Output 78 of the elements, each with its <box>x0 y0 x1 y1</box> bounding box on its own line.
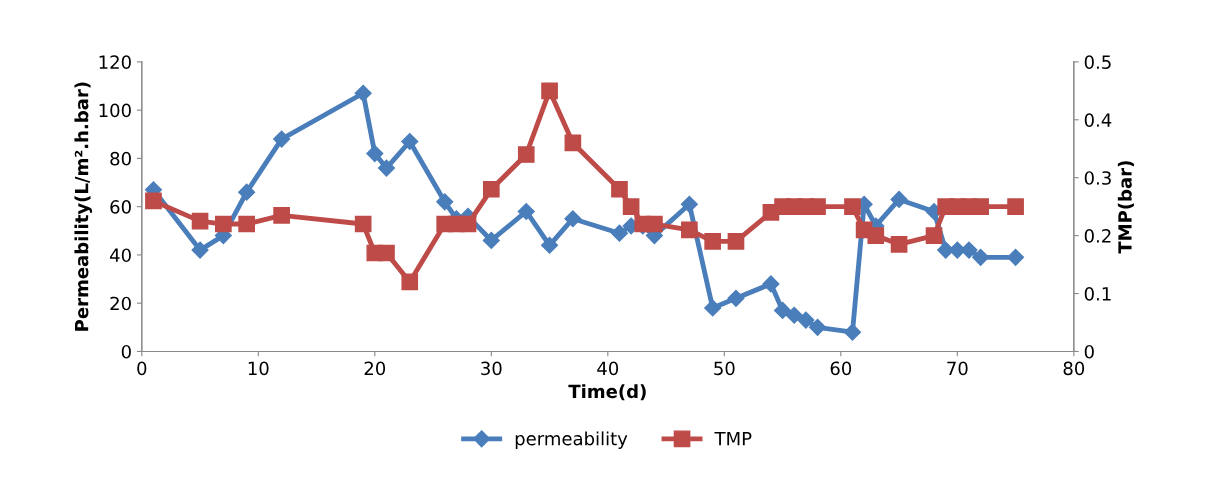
point <box>774 301 792 319</box>
point <box>273 130 291 148</box>
legend-label: TMP <box>714 431 752 446</box>
point <box>704 299 722 317</box>
point <box>273 207 290 224</box>
y-tick-label: 0 <box>121 344 131 359</box>
y2-tick-label: 0.4 <box>1084 113 1112 127</box>
y-tick-label: 120 <box>99 55 131 69</box>
y2-tick-label: 0.2 <box>1084 229 1111 243</box>
point <box>785 306 803 324</box>
point <box>378 244 395 262</box>
point <box>704 233 722 250</box>
point <box>867 227 885 244</box>
point <box>238 183 256 201</box>
point <box>972 248 990 266</box>
point <box>925 227 943 244</box>
point <box>972 198 989 215</box>
y-tick-label: 20 <box>110 296 131 311</box>
point <box>541 82 558 100</box>
y2-tick-label: 0 <box>1084 344 1094 359</box>
point <box>610 224 629 242</box>
point <box>482 180 500 198</box>
point <box>215 215 232 233</box>
point <box>890 235 908 253</box>
y-tick-label: 100 <box>99 103 131 118</box>
x-tick-label: 10 <box>248 361 269 376</box>
point <box>517 202 535 221</box>
point <box>459 215 477 233</box>
x-tick-label: 40 <box>597 361 619 376</box>
point <box>238 215 255 233</box>
x-tick-label: 80 <box>1063 361 1085 376</box>
y2-axis-title: TMP(bar) <box>1117 161 1134 254</box>
point <box>191 241 209 259</box>
point <box>354 215 372 233</box>
point <box>727 289 745 307</box>
point <box>611 180 628 198</box>
x-tick-label: 60 <box>830 361 852 376</box>
y-tick-label: 80 <box>110 151 131 166</box>
point <box>354 84 372 102</box>
point <box>808 318 827 336</box>
point <box>541 236 559 254</box>
point <box>646 215 663 233</box>
point <box>843 323 862 341</box>
point <box>681 221 698 239</box>
point <box>377 159 396 177</box>
point <box>564 134 582 152</box>
point <box>844 198 861 215</box>
point <box>436 193 454 211</box>
point <box>809 198 826 215</box>
y2-tick-label: 0.1 <box>1084 286 1111 301</box>
point <box>1007 248 1025 266</box>
point <box>366 145 384 163</box>
point <box>1007 198 1024 215</box>
legend-label: permeability <box>515 431 628 449</box>
point <box>517 146 535 163</box>
x-tick-label: 0 <box>137 361 147 376</box>
y-tick-label: 40 <box>109 248 131 263</box>
point <box>145 192 162 210</box>
point <box>762 275 780 293</box>
y2-tick-label: 0.3 <box>1084 171 1111 185</box>
y-tick-label: 60 <box>110 200 131 214</box>
x-tick-label: 20 <box>364 361 386 376</box>
x-tick-label: 50 <box>714 361 735 376</box>
x-tick-label: 30 <box>481 361 502 376</box>
point <box>564 210 582 228</box>
point <box>622 198 640 215</box>
x-axis-title: Time(d) <box>568 384 646 401</box>
point <box>727 233 745 250</box>
point <box>797 311 815 329</box>
y2-tick-label: 0.5 <box>1084 55 1111 69</box>
point <box>401 273 419 291</box>
point <box>680 195 698 213</box>
x-tick-label: 70 <box>947 361 968 376</box>
y-axis-title: Permeability(L/m².h.bar) <box>74 82 93 331</box>
point <box>482 231 500 249</box>
point <box>401 132 419 151</box>
point <box>890 190 908 208</box>
point <box>191 212 209 230</box>
